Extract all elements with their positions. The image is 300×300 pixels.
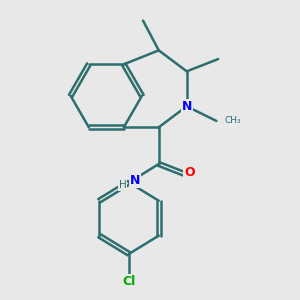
Text: Cl: Cl bbox=[122, 274, 136, 288]
Text: H: H bbox=[119, 180, 127, 190]
Text: O: O bbox=[184, 166, 195, 179]
Text: N: N bbox=[130, 174, 140, 187]
Text: N: N bbox=[182, 100, 192, 113]
Text: CH₃: CH₃ bbox=[224, 116, 241, 125]
